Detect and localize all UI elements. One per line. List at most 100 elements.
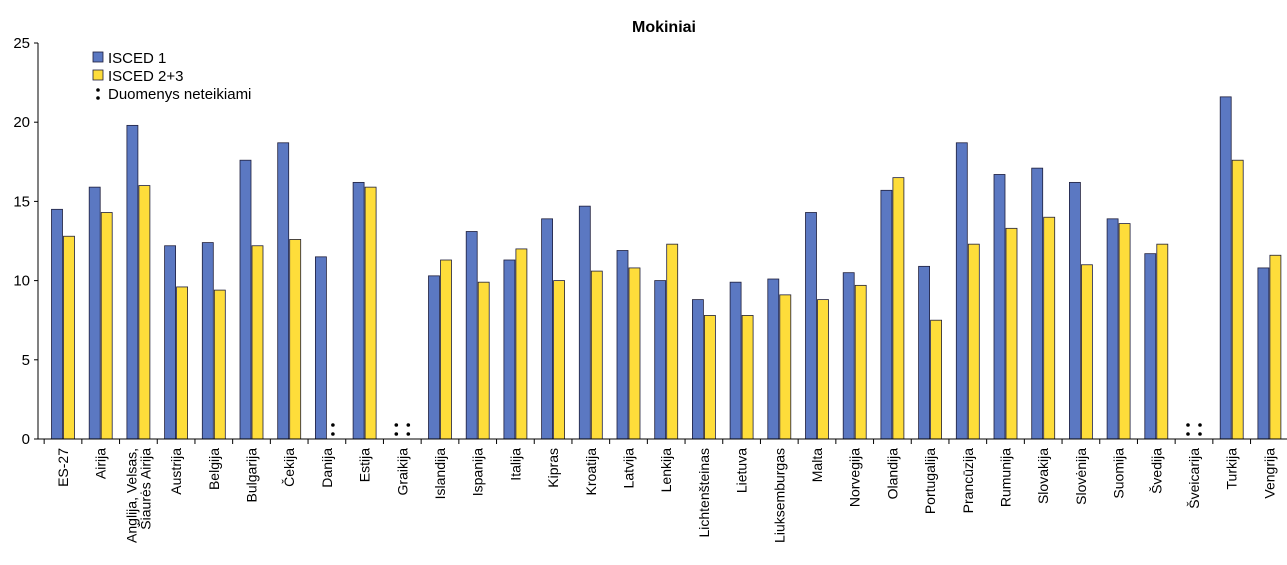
bar-isced-2-3 xyxy=(364,186,377,440)
missing-data-mark xyxy=(394,423,399,436)
x-category-label: Šiaurės Airija xyxy=(137,448,153,530)
bar-isced-2-3 xyxy=(666,243,679,440)
legend-swatch xyxy=(92,69,104,81)
bar-isced-2-3 xyxy=(213,289,226,440)
x-category-label: Rumunija xyxy=(998,448,1014,507)
missing-dot-lower xyxy=(1186,432,1190,436)
bars-group xyxy=(51,96,1282,440)
bar-isced-2-3 xyxy=(590,270,603,440)
x-category-label: Danija xyxy=(319,448,335,488)
y-axis: 0 5 10 15 20 25 xyxy=(13,35,39,448)
bar-isced-1 xyxy=(51,208,63,440)
chart-title: Mokiniai xyxy=(632,19,696,36)
x-category-label: Latvija xyxy=(621,448,637,489)
x-category-label: Islandija xyxy=(432,448,448,500)
x-category-label: Švedija xyxy=(1148,448,1164,494)
legend-label: ISCED 2+3 xyxy=(108,68,183,85)
bar-isced-1 xyxy=(352,181,365,440)
legend-label: ISCED 1 xyxy=(108,50,166,67)
y-tick-label: 25 xyxy=(13,35,30,52)
legend-missing-symbol xyxy=(96,88,100,100)
bar-isced-1 xyxy=(880,189,893,440)
x-category-label: Belgija xyxy=(206,448,222,490)
y-tick-label: 15 xyxy=(13,193,30,210)
bar-isced-1 xyxy=(428,275,440,440)
bar-isced-1 xyxy=(1031,167,1044,440)
bar-isced-2-3 xyxy=(251,245,264,440)
bar-isced-1 xyxy=(692,299,704,440)
x-category-label: Liuksemburgas xyxy=(771,448,787,543)
x-category-label: Slovėnija xyxy=(1073,448,1089,505)
bar-isced-1 xyxy=(955,142,968,440)
bar-isced-2-3 xyxy=(628,267,641,440)
bar-isced-1 xyxy=(729,281,742,440)
x-category-label: Šveicarija xyxy=(1186,448,1202,509)
x-category-label: Anglija, Velsas, xyxy=(123,448,139,543)
legend-missing-label: Duomenys neteikiami xyxy=(108,86,251,103)
missing-dot-lower xyxy=(406,432,411,436)
y-tick-label: 0 xyxy=(22,431,30,448)
x-category-label: Lichtenšteinas xyxy=(696,448,712,538)
bar-isced-2-3 xyxy=(138,185,151,440)
x-category-label: Malta xyxy=(809,448,825,482)
missing-data-marks xyxy=(331,423,1202,436)
bar-isced-1 xyxy=(616,250,629,440)
x-category-label: Slovakija xyxy=(1035,448,1051,504)
bar-isced-2-3 xyxy=(63,235,75,440)
missing-dot-lower xyxy=(331,432,335,436)
bar-isced-2-3 xyxy=(176,286,189,440)
x-category-label: Estija xyxy=(357,448,373,482)
legend-missing-dot xyxy=(96,88,100,92)
bar-isced-1 xyxy=(767,278,780,440)
bar-isced-2-3 xyxy=(741,315,754,440)
bar-isced-1 xyxy=(88,186,101,440)
x-category-label: Bulgarija xyxy=(244,448,260,503)
bar-isced-2-3 xyxy=(817,299,829,440)
bar-isced-2-3 xyxy=(1156,243,1169,440)
bar-isced-2-3 xyxy=(515,248,528,440)
missing-dot-upper xyxy=(1198,423,1202,427)
bar-isced-1 xyxy=(239,159,252,440)
bar-isced-2-3 xyxy=(779,294,792,440)
bar-isced-1 xyxy=(314,256,327,440)
missing-data-mark xyxy=(1198,423,1202,436)
bar-isced-1 xyxy=(1106,218,1119,440)
y-tick-label: 20 xyxy=(13,114,30,131)
bar-isced-1 xyxy=(1069,181,1081,440)
missing-dot-upper xyxy=(406,423,411,427)
legend-missing-dot xyxy=(96,96,100,100)
bar-isced-1 xyxy=(918,265,930,440)
bar-isced-2-3 xyxy=(1005,227,1018,440)
missing-dot-upper xyxy=(331,423,335,427)
bar-isced-2-3 xyxy=(100,212,113,440)
missing-data-mark xyxy=(331,423,335,436)
x-category-label: Italija xyxy=(507,448,523,481)
missing-dot-upper xyxy=(1186,423,1190,427)
bar-isced-2-3 xyxy=(1231,159,1244,440)
missing-dot-lower xyxy=(394,432,399,436)
bar-isced-2-3 xyxy=(289,239,302,440)
legend-swatch xyxy=(92,51,104,63)
x-category-label: Kroatija xyxy=(583,448,599,496)
bar-isced-1 xyxy=(654,280,667,440)
bar-isced-1 xyxy=(201,242,214,440)
bar-isced-1 xyxy=(541,218,553,440)
bar-isced-2-3 xyxy=(553,280,565,440)
x-category-label: Graikija xyxy=(394,448,410,496)
bar-isced-1 xyxy=(993,174,1006,440)
x-axis: ES-27 Airija Anglija, Velsas,Šiaurės Airij… xyxy=(38,438,1287,543)
x-category-label: Olandija xyxy=(884,448,900,500)
y-tick-label: 10 xyxy=(13,273,30,290)
bar-isced-1 xyxy=(465,231,478,440)
missing-dot-lower xyxy=(1198,432,1202,436)
bar-isced-1 xyxy=(1219,96,1232,440)
x-category-label: Suomija xyxy=(1111,448,1127,499)
x-category-label: Lietuva xyxy=(734,448,750,493)
x-category-label: Portugalija xyxy=(922,448,938,514)
x-category-label: Ispanija xyxy=(470,448,486,496)
bar-isced-2-3 xyxy=(854,284,867,440)
y-tick-label: 5 xyxy=(22,352,30,369)
